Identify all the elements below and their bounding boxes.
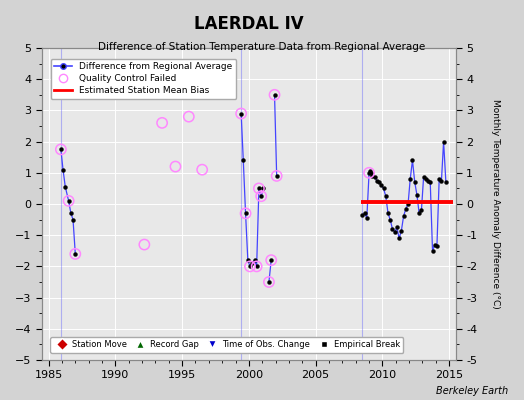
Point bbox=[246, 263, 254, 270]
Point bbox=[365, 170, 373, 176]
Text: Berkeley Earth: Berkeley Earth bbox=[436, 386, 508, 396]
Point bbox=[237, 110, 245, 117]
Point bbox=[57, 146, 65, 152]
Point bbox=[140, 241, 148, 248]
Point bbox=[158, 120, 166, 126]
Point bbox=[184, 114, 193, 120]
Point bbox=[171, 163, 180, 170]
Point bbox=[265, 279, 273, 285]
Title: LAERDAL IV: LAERDAL IV bbox=[194, 14, 304, 32]
Y-axis label: Monthly Temperature Anomaly Difference (°C): Monthly Temperature Anomaly Difference (… bbox=[492, 99, 500, 309]
Point bbox=[242, 210, 250, 216]
Point bbox=[198, 166, 206, 173]
Point bbox=[257, 193, 265, 199]
Point bbox=[253, 263, 261, 270]
Point bbox=[270, 92, 279, 98]
Legend: Station Move, Record Gap, Time of Obs. Change, Empirical Break: Station Move, Record Gap, Time of Obs. C… bbox=[50, 337, 403, 353]
Point bbox=[64, 198, 73, 204]
Point bbox=[267, 257, 276, 263]
Text: Difference of Station Temperature Data from Regional Average: Difference of Station Temperature Data f… bbox=[99, 42, 425, 52]
Point bbox=[272, 173, 281, 179]
Point bbox=[255, 185, 263, 192]
Point bbox=[71, 251, 80, 257]
